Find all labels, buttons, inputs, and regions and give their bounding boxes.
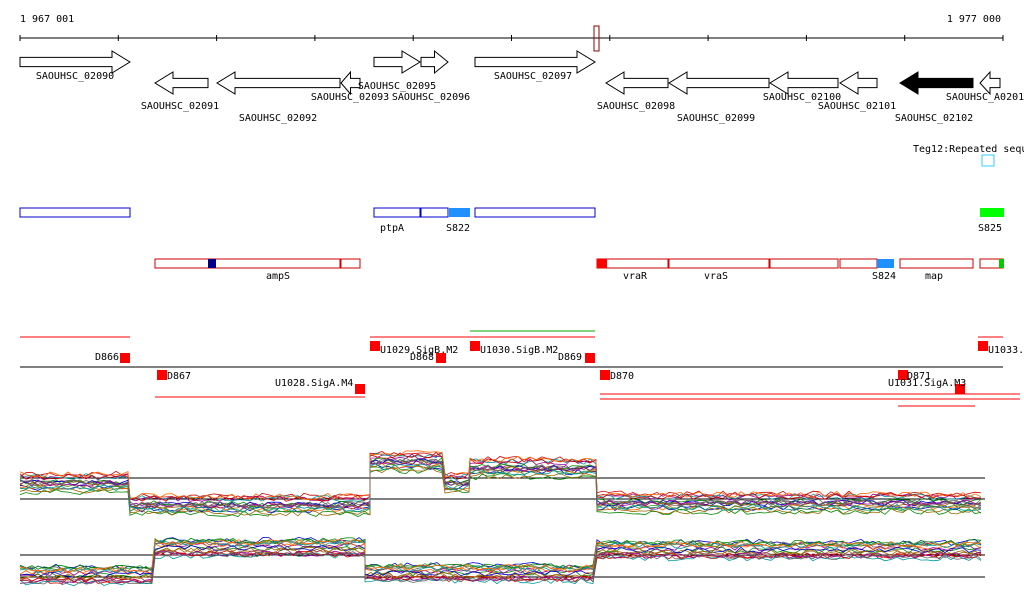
feature-label: ptpA [380, 223, 404, 234]
transcript-label: U1029.SigB.M2 [380, 345, 458, 356]
transcript-label: D870 [610, 371, 634, 382]
feature-box [980, 208, 1004, 217]
feature-label: S824 [872, 271, 896, 282]
feature-box [340, 258, 361, 269]
expression-trace [19, 537, 982, 571]
transcript-flag [120, 353, 130, 363]
gene-label: SAOUHSC_02092 [239, 113, 317, 124]
transcript-label: D868 [410, 352, 434, 363]
expression-trace [19, 460, 982, 510]
feature-label: S822 [446, 223, 470, 234]
gene-label: SAOUHSC_02097 [494, 71, 572, 82]
expression-trace [19, 458, 982, 509]
transcript-flag [470, 341, 480, 351]
feature-box [597, 259, 607, 268]
gene-label: SAOUHSC_02098 [597, 101, 675, 112]
transcript-flag [436, 353, 446, 363]
transcript-label: U1028.SigA.M4 [275, 378, 353, 389]
gene-arrow [605, 71, 669, 95]
feature-box [877, 259, 894, 268]
feature-box [999, 259, 1004, 268]
gene-arrow [154, 71, 209, 95]
feature-box [769, 258, 839, 269]
axis-start: 1 967 001 [20, 14, 74, 25]
transcript-flag [355, 384, 365, 394]
axis-end: 1 977 000 [947, 14, 1001, 25]
expression-trace [19, 463, 982, 513]
gene-label: SAOUHSC_02100 [763, 92, 841, 103]
transcript-label: D867 [167, 371, 191, 382]
gene-arrow [373, 50, 421, 74]
feature-box [420, 207, 449, 218]
gene-arrow [769, 71, 839, 95]
expression-trace [19, 462, 982, 513]
transcript-flag [370, 341, 380, 351]
gene-arrow [899, 71, 974, 95]
expression-trace [19, 546, 982, 581]
gene-label: SAOUHSC_02099 [677, 113, 755, 124]
expression-trace [19, 467, 982, 518]
gene-arrow [216, 71, 341, 95]
transcript-flag [955, 384, 965, 394]
gene-arrow [668, 71, 770, 95]
expression-trace [19, 540, 982, 574]
expression-trace [19, 551, 982, 585]
gene-label: SAOUHSC_02101 [818, 101, 896, 112]
gene-arrow [474, 50, 596, 74]
expression-trace [19, 451, 982, 502]
transcript-flag [978, 341, 988, 351]
feature-box [208, 259, 216, 268]
expression-trace [19, 544, 982, 579]
feature-box [154, 258, 341, 269]
expression-trace [19, 539, 982, 573]
gene-label: SAOUHSC_02093 [311, 92, 389, 103]
feature-box [449, 208, 470, 217]
transcript-label: D869 [558, 352, 582, 363]
feature-label: vraS [704, 271, 728, 282]
feature-box [596, 258, 669, 269]
gene-label: SAOUHSC_A0201 [946, 92, 1024, 103]
gene-arrow [340, 70, 361, 96]
transcript-flag [585, 353, 595, 363]
expression-trace [19, 552, 982, 587]
repeat-box [981, 154, 995, 167]
feature-label: S825 [978, 223, 1002, 234]
transcript-label: D871 [907, 371, 931, 382]
feature-box [474, 207, 596, 218]
expression-trace [19, 550, 982, 584]
expression-trace [19, 547, 982, 581]
transcript-label: U1031.SigA.M3 [888, 378, 966, 389]
feature-box [899, 258, 974, 269]
gene-arrow [979, 70, 1001, 96]
feature-label: ampS [266, 271, 290, 282]
transcript-label: U1033. [988, 345, 1024, 356]
gene-arrow [839, 71, 878, 95]
transcript-flag [898, 370, 908, 380]
repeat-label: Teg12:Repeated sequ [913, 144, 1024, 155]
cursor [593, 25, 600, 52]
transcript-label: U1030.SigB.M2 [480, 345, 558, 356]
gene-label: SAOUHSC_02096 [392, 92, 470, 103]
gene-label: SAOUHSC_02095 [358, 81, 436, 92]
gene-label: SAOUHSC_02102 [895, 113, 973, 124]
feature-label: map [925, 271, 943, 282]
gene-arrow [420, 49, 449, 75]
gene-label: SAOUHSC_02090 [36, 71, 114, 82]
gene-arrow [19, 50, 131, 74]
feature-box [668, 258, 770, 269]
transcript-flag [157, 370, 167, 380]
gene-label: SAOUHSC_02091 [141, 101, 219, 112]
feature-box [839, 258, 878, 269]
transcript-label: D866 [95, 352, 119, 363]
transcript-flag [600, 370, 610, 380]
expression-trace [19, 466, 982, 517]
expression-trace [19, 450, 982, 500]
feature-box [19, 207, 131, 218]
feature-box [373, 207, 421, 218]
feature-label: vraR [623, 271, 648, 282]
